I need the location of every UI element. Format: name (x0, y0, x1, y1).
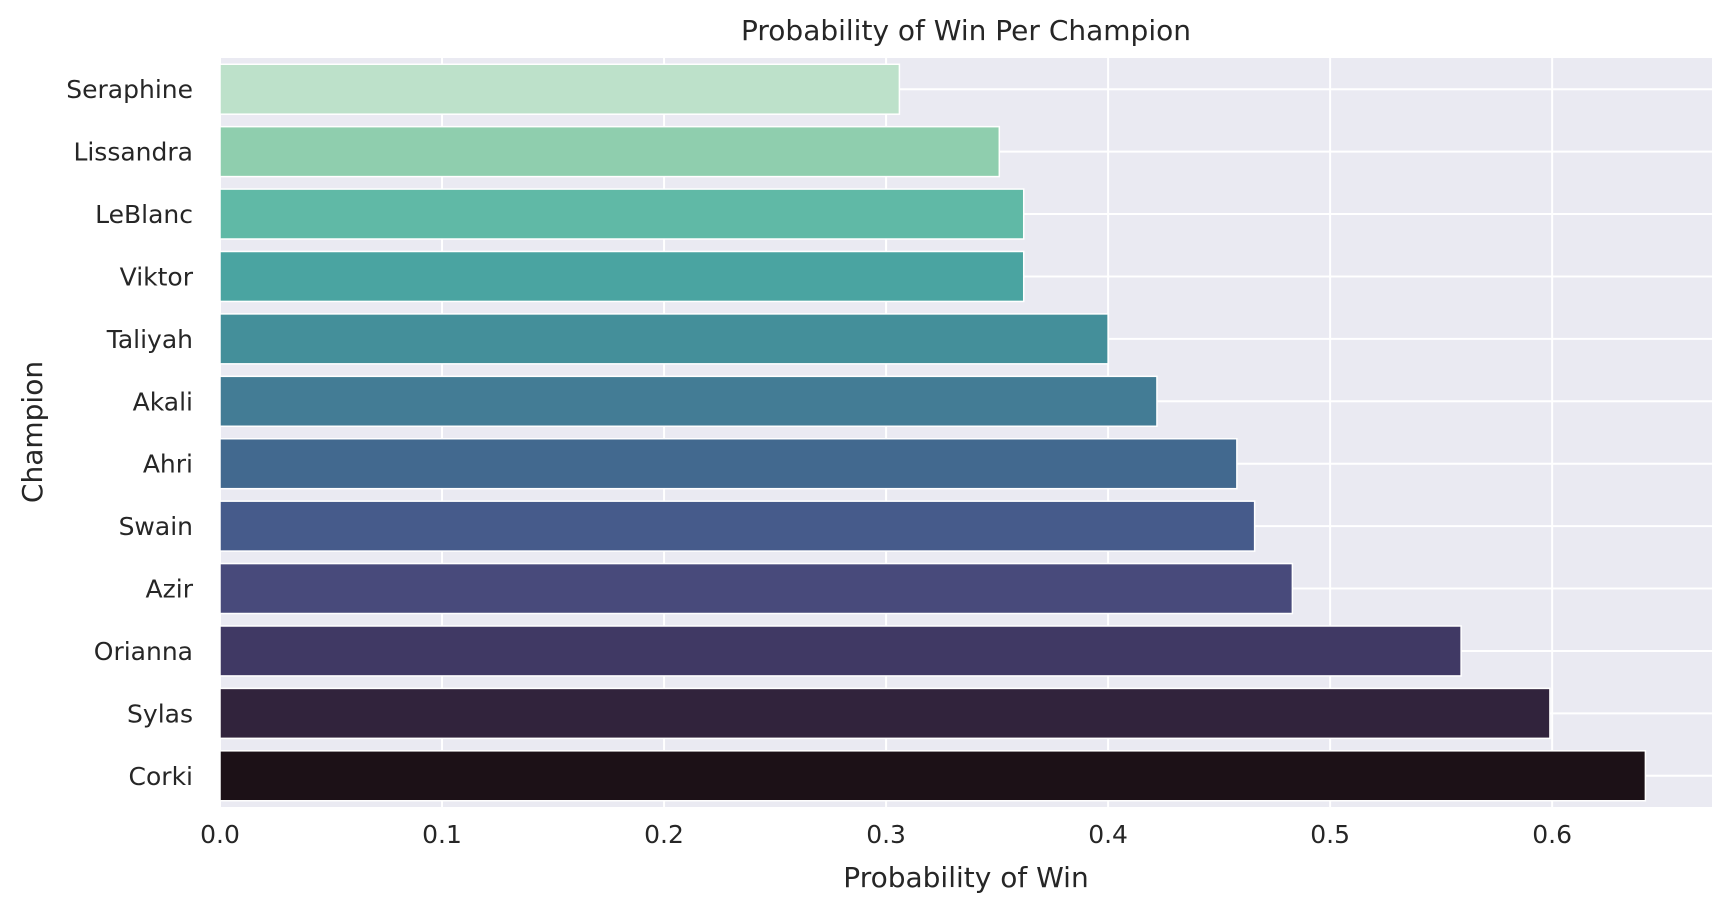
x-tick-labels: 0.0 0.1 0.2 0.3 0.4 0.5 0.6 (200, 820, 1572, 849)
bars (219, 63, 1647, 802)
bar-azir (219, 562, 1294, 615)
y-tick-label: Ahri (143, 450, 193, 479)
bar-akali (219, 375, 1158, 428)
bar-corki (219, 750, 1647, 802)
bar-taliyah (219, 313, 1109, 365)
bar-seraphine (219, 63, 901, 115)
x-axis-label: Probability of Win (843, 861, 1088, 894)
x-tick-label: 0.0 (200, 820, 240, 849)
y-tick-label: Seraphine (66, 75, 193, 104)
chart-title: Probability of Win Per Champion (741, 14, 1191, 47)
y-tick-label: Akali (133, 387, 193, 416)
plot-background (220, 58, 1712, 807)
x-tick-label: 0.5 (1310, 820, 1350, 849)
x-tick-label: 0.6 (1532, 820, 1572, 849)
bar-orianna (219, 625, 1462, 677)
y-tick-label: Lissandra (73, 138, 193, 167)
bar-viktor (219, 250, 1025, 303)
x-tick-label: 0.2 (644, 820, 684, 849)
bar-ahri (219, 437, 1238, 490)
y-tick-label: Viktor (120, 262, 194, 291)
bar-leblanc (219, 188, 1025, 240)
y-tick-label: Azir (146, 575, 194, 604)
y-tick-label: Corki (129, 762, 193, 791)
y-tick-label: Sylas (127, 699, 193, 728)
y-tick-labels: Seraphine Lissandra LeBlanc Viktor Taliyah Ak… (66, 75, 193, 791)
bar-swain (219, 500, 1256, 552)
y-axis-label: Champion (16, 361, 49, 503)
x-tick-label: 0.3 (866, 820, 906, 849)
x-tick-label: 0.4 (1088, 820, 1128, 849)
bar-sylas (219, 687, 1551, 740)
y-tick-label: Orianna (94, 637, 193, 666)
bar-lissandra (219, 125, 1001, 178)
y-tick-label: Swain (119, 512, 193, 541)
y-tick-label: LeBlanc (95, 200, 193, 229)
x-tick-label: 0.1 (422, 820, 462, 849)
y-tick-label: Taliyah (106, 325, 193, 354)
